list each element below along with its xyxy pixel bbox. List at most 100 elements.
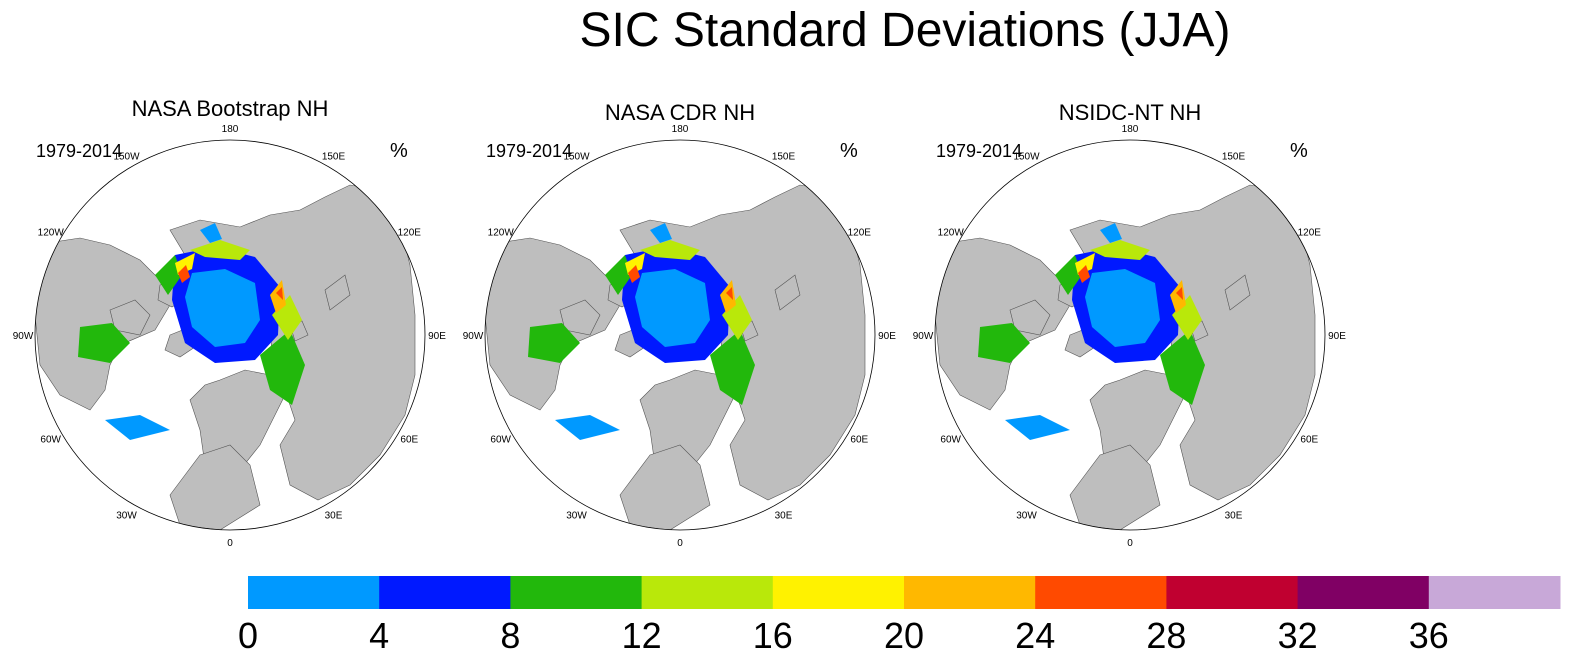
map-content (35, 184, 416, 530)
longitude-label: 120W (38, 228, 65, 239)
colorbar-tick-label: 8 (500, 615, 520, 656)
longitude-label: 120W (488, 228, 515, 239)
sea-ice-stddev-patch (78, 323, 130, 363)
longitude-label: 90W (463, 331, 484, 342)
land-mass (1224, 274, 1251, 311)
sea-ice-stddev-patch (1078, 265, 1090, 283)
polar-map: 180 150E 120E 90E 60E 30E 0 30W 60W 90W 120W 150W (913, 124, 1347, 549)
colorbar-bin (1297, 576, 1430, 609)
sea-ice-stddev-patch (1085, 269, 1160, 347)
sea-ice-stddev-patch (628, 265, 640, 283)
land-mass (774, 274, 801, 311)
longitude-label: 30E (1225, 510, 1243, 521)
longitude-label: 180 (222, 124, 239, 135)
sea-ice-stddev-patch (1100, 223, 1122, 243)
panel-unit: % (1290, 140, 1308, 162)
colorbar-tick-label: 28 (1146, 615, 1186, 656)
longitude-label: 30W (1016, 510, 1037, 521)
sea-ice-stddev-patch (640, 240, 700, 260)
colorbar-tick-label: 12 (622, 615, 662, 656)
sea-ice-stddev-patch (105, 415, 170, 440)
panel-title: NSIDC-NT NH (1059, 100, 1202, 125)
colorbar-bin (772, 576, 905, 609)
sea-ice-stddev-patch (978, 323, 1030, 363)
panel-period: 1979-2014 (486, 141, 572, 161)
map-frame (34, 139, 426, 531)
sea-ice-stddev-patch (625, 253, 645, 275)
sea-ice-stddev-patch (190, 240, 250, 260)
longitude-label: 90W (913, 331, 934, 342)
longitude-label: 150W (1013, 152, 1040, 163)
longitude-label: 0 (677, 538, 683, 549)
longitude-label: 150W (113, 152, 140, 163)
sea-ice-stddev-patch (555, 415, 620, 440)
map-panel-nsidc-nt: NSIDC-NT NH 1979-2014 % 180 150E 120E 90E 60… (913, 100, 1347, 549)
colorbar-bin (248, 576, 380, 609)
figure-title: SIC Standard Deviations (JJA) (580, 4, 1231, 57)
longitude-label: 60E (1300, 435, 1318, 446)
panel-period: 1979-2014 (36, 141, 122, 161)
longitude-label: 150W (563, 152, 590, 163)
sea-ice-stddev-patch (528, 323, 580, 363)
colorbar: 0 4 8 12 16 20 24 28 32 36 (238, 576, 1561, 656)
sea-ice-stddev-patch (185, 269, 260, 347)
sea-ice-stddev-patch (1176, 287, 1183, 300)
sea-ice-stddev-patch (1172, 295, 1202, 340)
longitude-label: 120E (1298, 228, 1322, 239)
longitude-label: 60W (490, 435, 511, 446)
sea-ice-stddev-patch (635, 269, 710, 347)
panel-title: NASA CDR NH (605, 100, 755, 125)
colorbar-bin (1166, 576, 1299, 609)
longitude-label: 30W (566, 510, 587, 521)
panel-period: 1979-2014 (936, 141, 1022, 161)
colorbar-tick-label: 16 (753, 615, 793, 656)
map-frame (484, 139, 876, 531)
panel-title: NASA Bootstrap NH (132, 96, 329, 121)
colorbar-tick-label: 24 (1015, 615, 1055, 656)
sea-ice-stddev-patch (175, 253, 195, 275)
colorbar-bin (379, 576, 511, 609)
sea-ice-stddev-patch (272, 295, 302, 340)
longitude-label: 150E (322, 152, 346, 163)
longitude-label: 90E (1328, 331, 1346, 342)
colorbar-bin (510, 576, 643, 609)
land-mass (324, 274, 351, 311)
longitude-label: 0 (227, 538, 233, 549)
polar-map: 180 150E 120E 90E 60E 30E 0 30W 60W 90W 120W 150W (463, 124, 897, 549)
colorbar-bin (1428, 576, 1561, 609)
polar-map: 180 150E 120E 90E 60E 30E 0 30W 60W 90W 120W 150W (13, 124, 447, 549)
sea-ice-stddev-patch (1005, 415, 1070, 440)
land-mass (169, 444, 261, 530)
longitude-label: 30E (325, 510, 343, 521)
map-panel-nasa-bootstrap: NASA Bootstrap NH 1979-2014 % 180 150E 120… (13, 96, 447, 549)
map-panel-nasa-cdr: NASA CDR NH 1979-2014 % 180 150E 120E 90E 60… (463, 100, 897, 549)
sea-ice-stddev-patch (722, 295, 752, 340)
map-content (485, 184, 866, 530)
longitude-label: 90E (428, 331, 446, 342)
sea-ice-stddev-patch (178, 265, 190, 283)
longitude-label: 150E (772, 152, 796, 163)
colorbar-bin (1035, 576, 1167, 609)
sea-ice-stddev-patch (260, 330, 305, 405)
longitude-label: 120E (398, 228, 422, 239)
colorbar-bin (641, 576, 774, 609)
longitude-label: 180 (1122, 124, 1139, 135)
sea-ice-stddev-patch (276, 287, 283, 300)
map-content (935, 184, 1316, 530)
sea-ice-stddev-patch (200, 223, 222, 243)
longitude-label: 120W (938, 228, 965, 239)
sea-ice-stddev-patch (1160, 330, 1205, 405)
map-frame (934, 139, 1326, 531)
land-mass (1069, 444, 1161, 530)
panel-unit: % (390, 140, 408, 162)
sea-ice-stddev-patch (155, 255, 182, 295)
sea-ice-stddev-patch (710, 330, 755, 405)
longitude-label: 180 (672, 124, 689, 135)
sea-ice-stddev-patch (1075, 253, 1095, 275)
longitude-label: 150E (1222, 152, 1246, 163)
sea-ice-stddev-patch (1090, 240, 1150, 260)
colorbar-tick-label: 32 (1278, 615, 1318, 656)
sea-ice-stddev-patch (726, 287, 733, 300)
colorbar-bin (904, 576, 1036, 609)
longitude-label: 0 (1127, 538, 1133, 549)
